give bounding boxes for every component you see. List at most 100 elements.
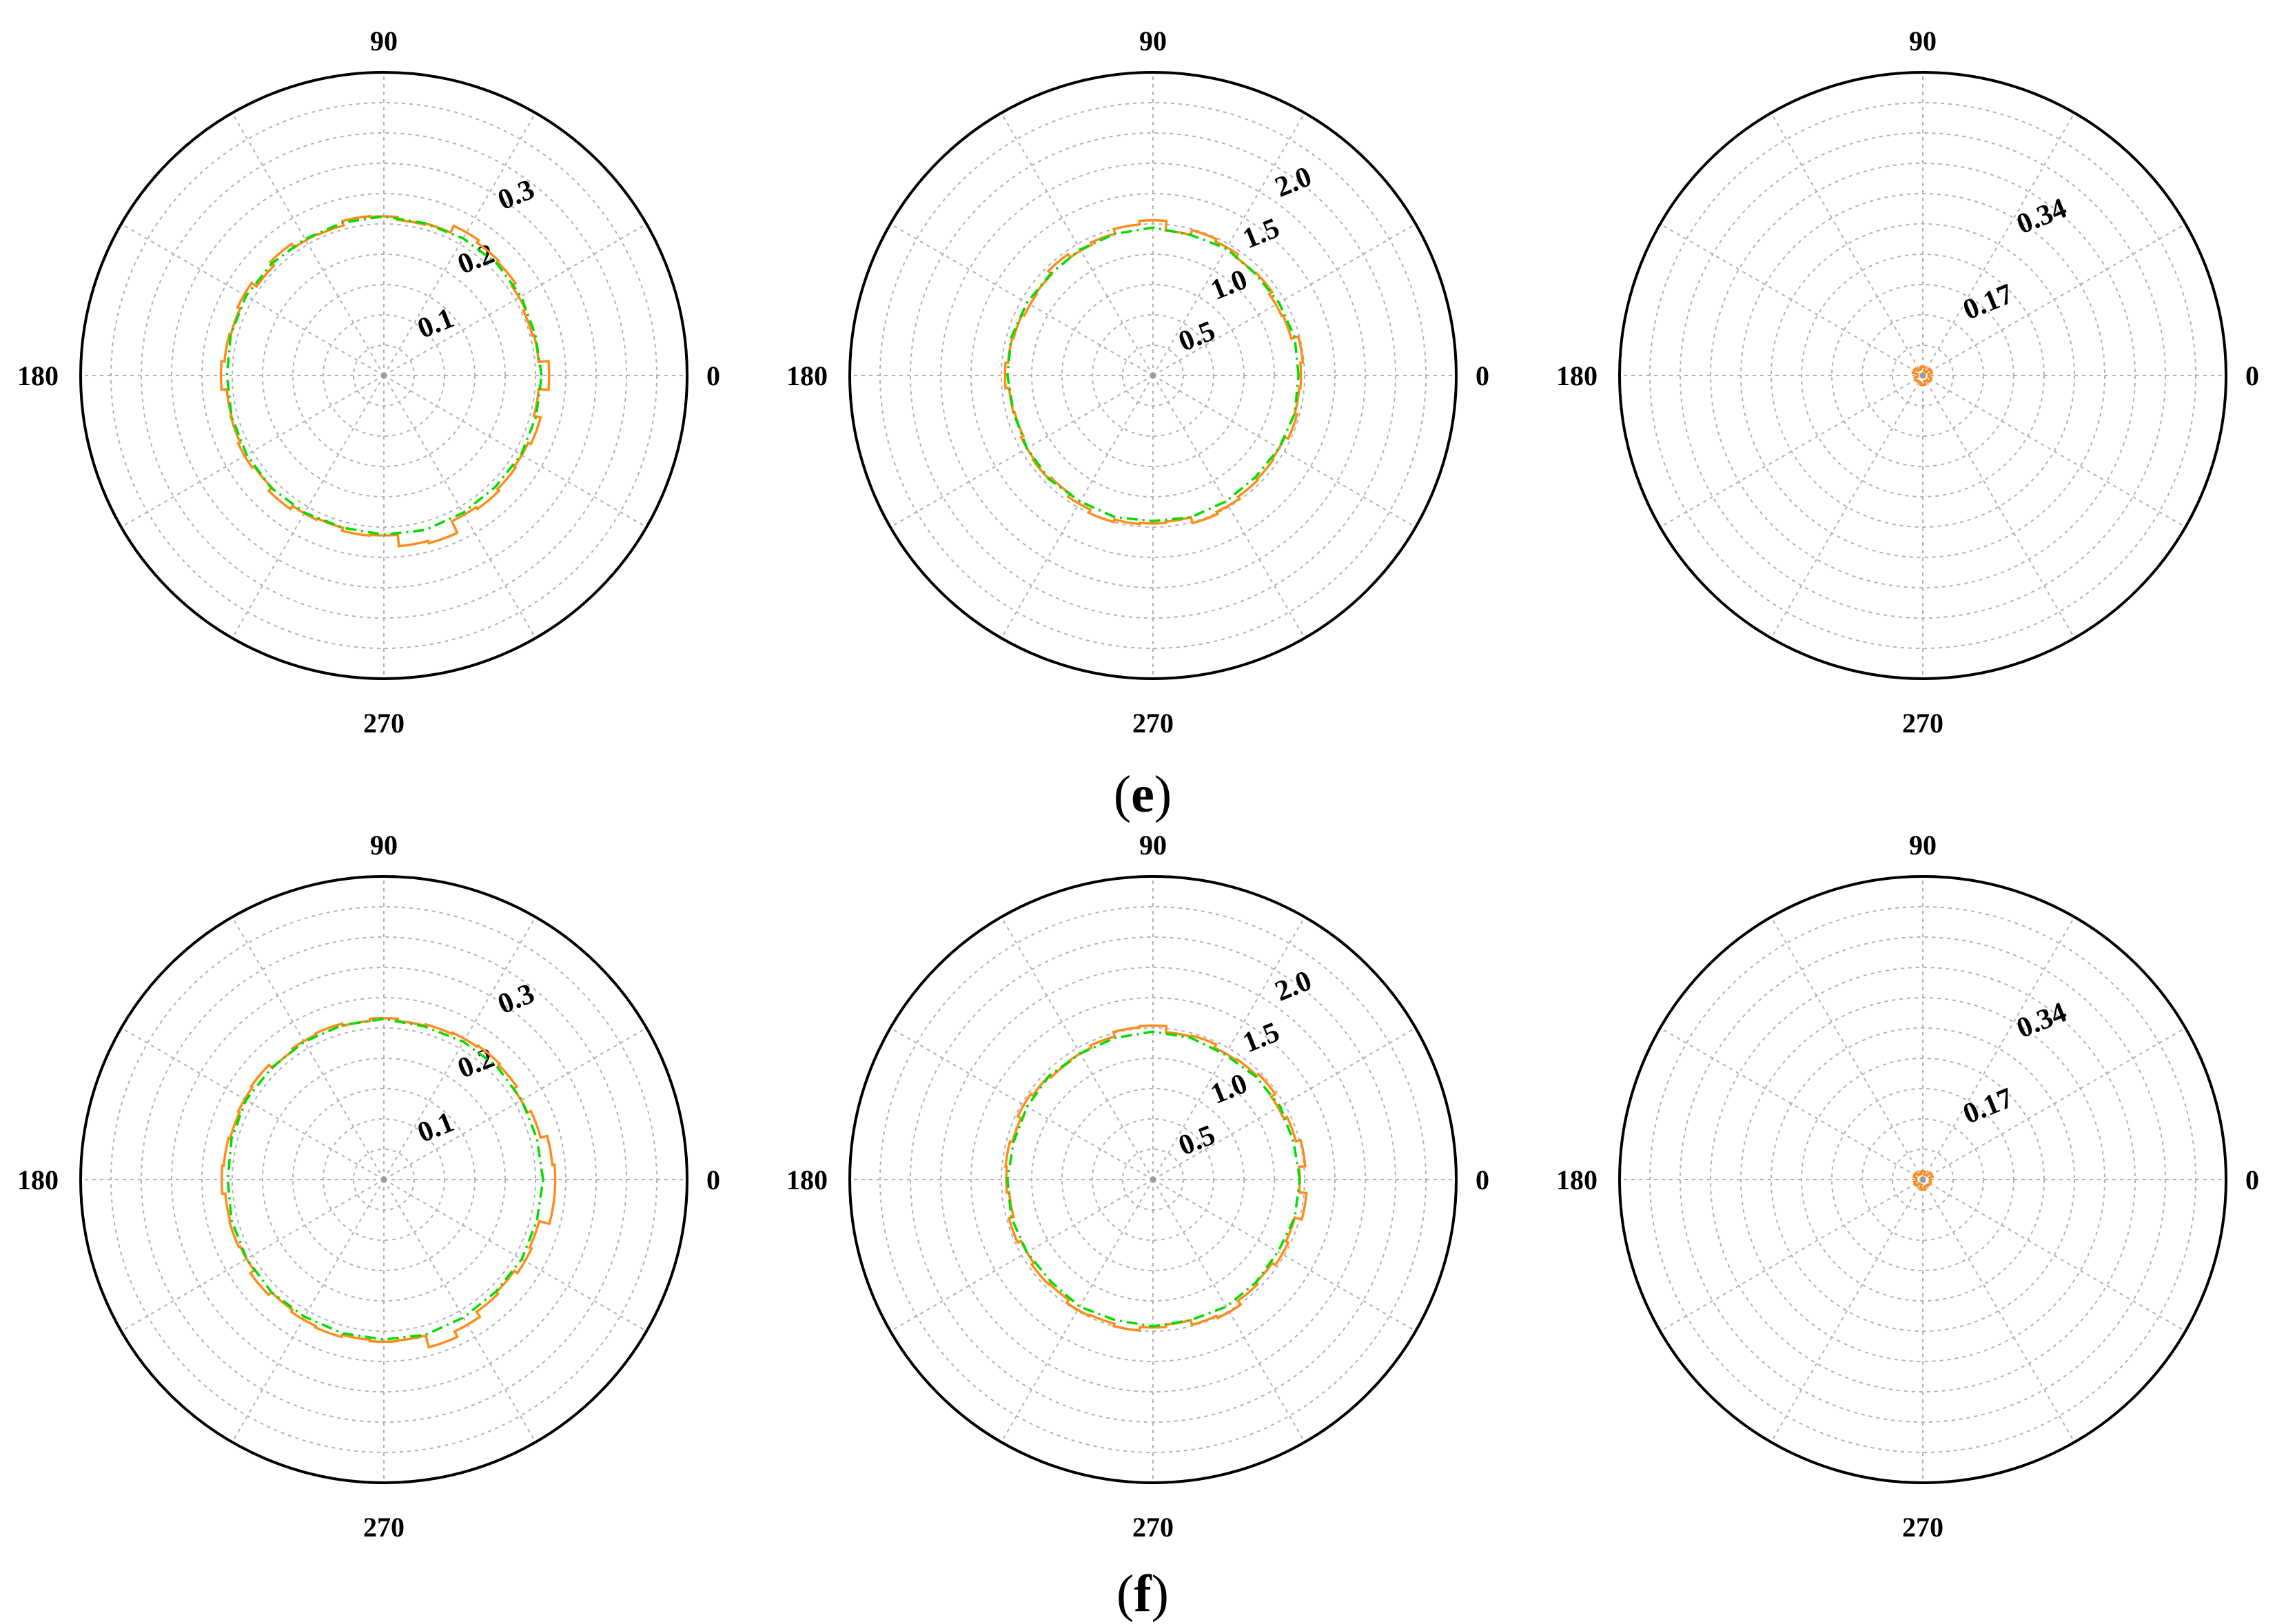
angle-tick-label: 270 <box>1132 708 1174 739</box>
angle-tick-label: 0 <box>706 360 720 391</box>
radial-tick-label: 0.5 <box>1174 1119 1220 1162</box>
radial-tick-label: 0.3 <box>493 174 539 216</box>
radial-tick-label: 2.0 <box>1271 965 1316 1007</box>
grid-spoke <box>1922 375 2186 528</box>
outer-circle <box>79 875 688 1484</box>
outer-circle <box>848 875 1458 1484</box>
angle-tick-label: 90 <box>1139 830 1167 861</box>
grid-spoke <box>383 1179 647 1332</box>
grid-spoke <box>383 1179 536 1443</box>
grid-spoke <box>890 1027 1154 1180</box>
grid-spoke <box>383 112 536 376</box>
angle-tick-label: 180 <box>786 1164 828 1195</box>
grid-spoke <box>383 916 536 1180</box>
grid-spoke <box>121 1179 385 1332</box>
radial-tick-label: 1.5 <box>1238 1016 1284 1059</box>
grid-spoke <box>1770 375 1923 639</box>
angle-tick-label: 90 <box>1139 25 1167 56</box>
polar-chart-f-right: 0 90 180 270 0.17 0.34 <box>1556 830 2259 1543</box>
grid-spoke <box>1922 375 2075 639</box>
caption-e-label: e <box>1131 765 1154 823</box>
angle-tick-label: 90 <box>1909 25 1937 56</box>
panel-captions: (e) (f) <box>1114 765 1172 1623</box>
radial-tick-label: 0.34 <box>2012 996 2071 1045</box>
center-dot <box>381 373 387 378</box>
angle-tick-label: 90 <box>1909 830 1937 861</box>
angle-tick-label: 180 <box>1556 1164 1598 1195</box>
angle-tick-label: 0 <box>2245 360 2259 391</box>
grid-spoke <box>1152 223 1416 376</box>
series-dashdot-line <box>226 1018 544 1341</box>
angle-tick-label: 180 <box>786 360 828 391</box>
center-dot <box>1150 1177 1156 1182</box>
outer-circle <box>1618 71 2227 680</box>
grid-spoke <box>1922 916 2075 1180</box>
radial-tick-label: 1.5 <box>1238 212 1284 255</box>
radial-tick-label: 0.3 <box>493 978 539 1020</box>
angle-tick-label: 180 <box>17 360 59 391</box>
grid-spoke <box>232 916 385 1180</box>
grid-spoke <box>121 375 385 528</box>
grid-spoke <box>1152 916 1305 1180</box>
radial-tick-label: 0.1 <box>413 1107 458 1149</box>
angle-tick-label: 0 <box>706 1164 720 1195</box>
grid-spoke <box>383 1027 647 1180</box>
angle-tick-label: 0 <box>1476 360 1489 391</box>
grid-spoke <box>1660 223 1923 376</box>
radial-tick-label: 0.5 <box>1174 315 1220 358</box>
grid-spoke <box>232 112 385 376</box>
grid-spoke <box>383 375 536 639</box>
grid-spoke <box>121 223 385 376</box>
grid-spoke <box>1152 375 1416 528</box>
angle-tick-label: 270 <box>1902 1512 1943 1543</box>
series-step-line <box>1912 1170 1935 1191</box>
angle-tick-label: 90 <box>370 25 398 56</box>
center-dot <box>381 1177 387 1182</box>
grid-spoke <box>383 223 647 376</box>
grid-spoke <box>232 1179 385 1443</box>
grid-spoke <box>1922 112 2075 376</box>
grid-spoke <box>1770 916 1923 1180</box>
grid-spoke <box>1001 375 1154 639</box>
series-step-line <box>1004 1024 1308 1333</box>
caption-e: (e) <box>1114 765 1172 823</box>
outer-circle <box>1618 875 2227 1484</box>
grid-spoke <box>1660 1179 1923 1332</box>
radial-tick-label: 2.0 <box>1271 161 1316 203</box>
radial-tick-label: 0.17 <box>1959 1082 2017 1130</box>
grid-spoke <box>1770 112 1923 376</box>
polar-plots: 0901802700.10.20.30901802700.51.01.52.00… <box>17 25 2259 1543</box>
caption-e-open: ( <box>1114 765 1131 823</box>
grid-spoke <box>383 375 647 528</box>
angle-tick-label: 180 <box>17 1164 59 1195</box>
grid-spoke <box>890 1179 1154 1332</box>
grid-spoke <box>1922 223 2186 376</box>
series-step-line <box>1003 218 1305 526</box>
caption-e-close: ) <box>1154 765 1172 823</box>
caption-f-label: f <box>1134 1565 1152 1623</box>
center-dot <box>1920 373 1926 378</box>
angle-tick-label: 270 <box>1132 1512 1174 1543</box>
grid-spoke <box>1922 1027 2186 1180</box>
radial-tick-label: 0.17 <box>1959 278 2017 326</box>
grid-spoke <box>890 223 1154 376</box>
outer-circle <box>79 71 688 680</box>
grid-spoke <box>232 375 385 639</box>
angle-tick-label: 90 <box>370 830 398 861</box>
caption-f-close: ) <box>1152 1565 1169 1623</box>
grid-spoke <box>1152 1179 1416 1332</box>
grid-spoke <box>121 1027 385 1180</box>
grid-spoke <box>1770 1179 1923 1443</box>
caption-f: (f) <box>1116 1565 1169 1623</box>
outer-circle <box>848 71 1458 680</box>
grid-spoke <box>1922 1179 2075 1443</box>
angle-tick-label: 270 <box>1902 708 1943 739</box>
grid-spoke <box>1152 112 1305 376</box>
polar-chart-e-right: 0 90 180 270 0.17 0.34 <box>1556 25 2259 739</box>
grid-spoke <box>890 375 1154 528</box>
grid-spoke <box>1001 112 1154 376</box>
angle-tick-label: 180 <box>1556 360 1598 391</box>
